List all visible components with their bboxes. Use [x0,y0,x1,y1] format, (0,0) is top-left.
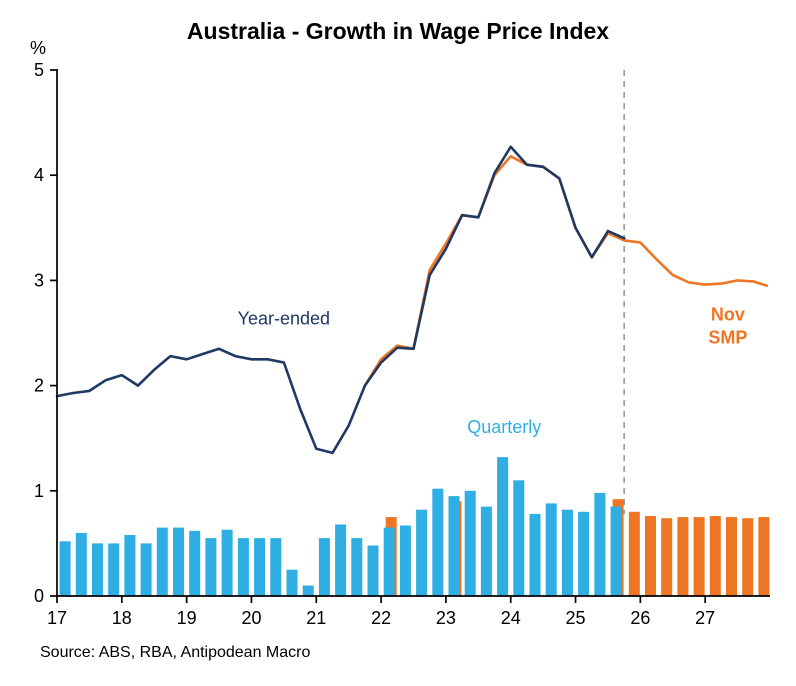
svg-text:18: 18 [112,608,132,628]
svg-text:3: 3 [34,270,44,290]
svg-text:17: 17 [47,608,67,628]
svg-text:19: 19 [177,608,197,628]
svg-text:26: 26 [630,608,650,628]
svg-text:Year-ended: Year-ended [238,309,330,329]
svg-text:5: 5 [34,60,44,80]
year-ended-actual-line [55,145,626,455]
svg-text:2: 2 [34,376,44,396]
svg-text:Nov: Nov [711,304,745,324]
svg-text:24: 24 [501,608,521,628]
svg-text:0: 0 [34,586,44,606]
svg-text:SMP: SMP [708,327,747,347]
label-nov-smp: Nov SMP [708,304,747,347]
y-axis-ticks: 0 1 2 3 4 5 [34,60,57,606]
year-ended-rba-forecast-line [363,155,769,387]
svg-text:Quarterly: Quarterly [467,417,541,437]
svg-text:22: 22 [371,608,391,628]
svg-text:23: 23 [436,608,456,628]
svg-text:21: 21 [306,608,326,628]
source-note: Source: ABS, RBA, Antipodean Macro [40,644,311,661]
svg-text:20: 20 [241,608,261,628]
svg-text:27: 27 [695,608,715,628]
svg-text:%: % [30,38,46,58]
label-quarterly: Quarterly [467,417,541,437]
svg-text:25: 25 [566,608,586,628]
quarterly-actual-bars [59,457,622,596]
y-axis-unit-label: % [30,38,46,58]
axes [56,69,770,597]
chart-title: Australia - Growth in Wage Price Index [186,18,610,44]
svg-text:4: 4 [34,165,44,185]
x-axis-ticks: 17 18 19 20 21 22 23 24 25 26 27 [47,596,715,628]
label-year-ended: Year-ended [238,309,330,329]
svg-text:1: 1 [34,481,44,501]
